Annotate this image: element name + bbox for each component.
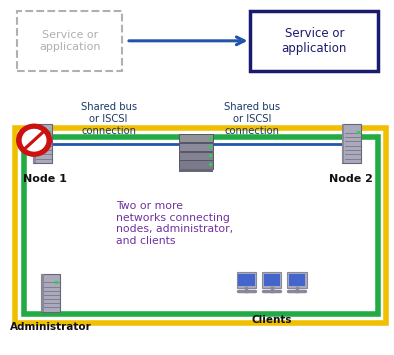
Bar [342, 124, 361, 163]
Text: Shared bus
or ISCSI
connection: Shared bus or ISCSI connection [224, 102, 281, 136]
Bar [33, 124, 36, 163]
Bar [250, 11, 379, 71]
Bar [178, 134, 214, 142]
Bar [264, 274, 280, 286]
Bar [41, 274, 60, 312]
Bar [15, 128, 386, 323]
Bar [178, 160, 214, 169]
Bar [342, 124, 344, 163]
Text: Node 1: Node 1 [22, 174, 67, 184]
Bar [287, 272, 307, 288]
Text: Shared bus
or ISCSI
connection: Shared bus or ISCSI connection [81, 102, 137, 136]
Bar [289, 274, 305, 286]
Text: Administrator: Administrator [9, 322, 91, 332]
Circle shape [22, 130, 46, 151]
Text: Two or more
networks connecting
nodes, administrator,
and clients: Two or more networks connecting nodes, a… [116, 201, 234, 246]
Text: Node 2: Node 2 [329, 174, 373, 184]
Text: Service or
application: Service or application [39, 30, 100, 51]
Text: Clients: Clients [251, 315, 292, 325]
Bar [178, 143, 214, 151]
Bar [24, 137, 378, 314]
Bar [178, 152, 214, 160]
Bar [33, 124, 52, 163]
Bar [41, 274, 44, 312]
Bar [178, 169, 214, 172]
Text: Service or
application: Service or application [282, 27, 347, 55]
Circle shape [18, 125, 50, 155]
Bar [17, 11, 122, 71]
Bar [237, 272, 256, 288]
Bar [262, 272, 281, 288]
Bar [238, 274, 255, 286]
